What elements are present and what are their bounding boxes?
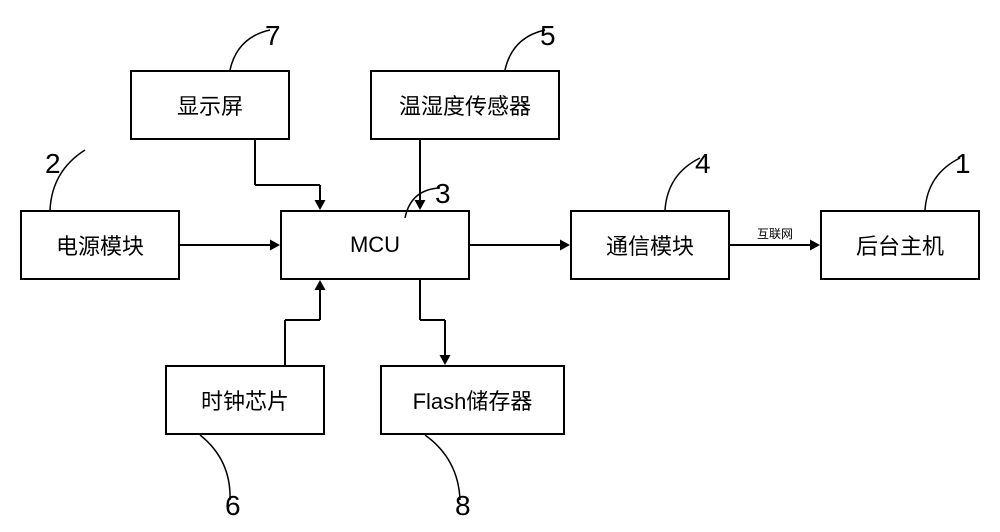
callout-1: 1 — [955, 148, 971, 180]
callout-7: 7 — [265, 20, 281, 52]
node-mcu-label: MCU — [350, 232, 400, 258]
callout-3: 3 — [435, 178, 451, 210]
svg-text:互联网: 互联网 — [757, 227, 793, 241]
node-comm: 通信模块 — [570, 210, 730, 280]
node-flash: Flash储存器 — [380, 365, 565, 435]
node-sensor-label: 温湿度传感器 — [399, 89, 531, 121]
node-clock: 时钟芯片 — [165, 365, 325, 435]
callout-6: 6 — [225, 490, 241, 522]
node-clock-label: 时钟芯片 — [201, 384, 289, 416]
node-comm-label: 通信模块 — [606, 229, 694, 261]
diagram-canvas: 电源模块 显示屏 温湿度传感器 MCU 通信模块 后台主机 时钟芯片 Flash… — [0, 0, 1000, 532]
node-mcu: MCU — [280, 210, 470, 280]
node-power-label: 电源模块 — [56, 229, 144, 261]
node-display: 显示屏 — [130, 70, 290, 140]
callout-2: 2 — [45, 148, 61, 180]
node-host: 后台主机 — [820, 210, 980, 280]
node-flash-label: Flash储存器 — [413, 384, 533, 416]
node-host-label: 后台主机 — [856, 229, 944, 261]
node-display-label: 显示屏 — [177, 89, 243, 121]
node-sensor: 温湿度传感器 — [370, 70, 560, 140]
callout-4: 4 — [695, 148, 711, 180]
callout-8: 8 — [455, 490, 471, 522]
node-power: 电源模块 — [20, 210, 180, 280]
callout-5: 5 — [540, 20, 556, 52]
